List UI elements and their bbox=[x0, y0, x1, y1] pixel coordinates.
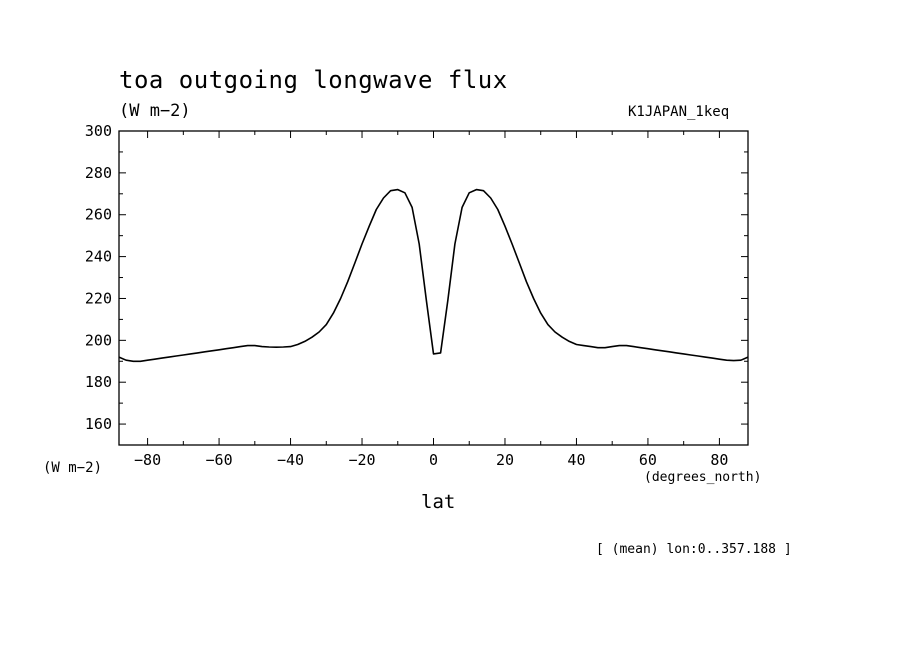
chart-subtitle-units: (W m−2) bbox=[119, 101, 191, 121]
y-tick-label: 220 bbox=[85, 289, 112, 307]
x-tick-label: 0 bbox=[429, 451, 438, 469]
y-tick-label: 280 bbox=[85, 164, 112, 182]
series-line bbox=[118, 188, 749, 363]
x-tick-label: −80 bbox=[134, 451, 161, 469]
y-tick-label: 160 bbox=[85, 415, 112, 433]
plot-frame bbox=[118, 130, 749, 446]
x-tick-label: 60 bbox=[639, 451, 657, 469]
x-axis-title: lat bbox=[421, 491, 456, 513]
x-tick-label: −20 bbox=[348, 451, 375, 469]
x-axis-unit-label: (degrees_north) bbox=[644, 470, 762, 485]
y-tick-label: 180 bbox=[85, 373, 112, 391]
mean-annotation: [ (mean) lon:0..357.188 ] bbox=[596, 542, 792, 557]
y-tick-label: 260 bbox=[85, 206, 112, 224]
x-tick-label: 20 bbox=[496, 451, 514, 469]
run-label: K1JAPAN_1keq bbox=[628, 104, 730, 120]
y-tick-label: 300 bbox=[85, 122, 112, 140]
y-tick-label: 200 bbox=[85, 331, 112, 349]
x-tick-label: 40 bbox=[567, 451, 585, 469]
x-tick-label: −40 bbox=[277, 451, 304, 469]
chart-title: toa outgoing longwave flux bbox=[119, 66, 508, 94]
y-axis-unit-label: (W m−2) bbox=[43, 460, 103, 476]
x-tick-label: 80 bbox=[710, 451, 728, 469]
y-tick-label: 240 bbox=[85, 248, 112, 266]
x-tick-label: −60 bbox=[206, 451, 233, 469]
